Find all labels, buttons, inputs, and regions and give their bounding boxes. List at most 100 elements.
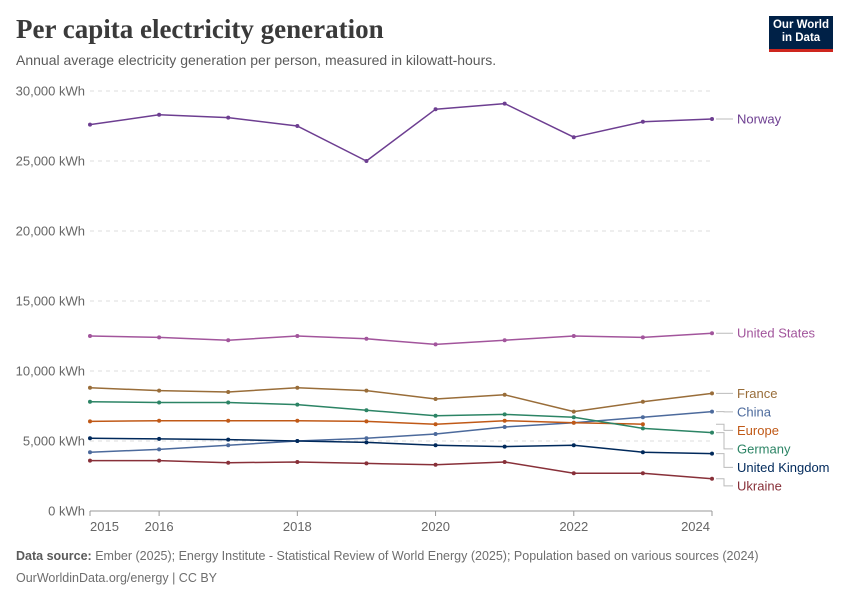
data-point: [364, 440, 369, 445]
data-point: [640, 471, 645, 476]
x-tick-label: 2015: [90, 519, 119, 534]
logo-line-1: Our World: [772, 19, 829, 31]
data-point: [640, 399, 645, 404]
label-connector: [716, 453, 733, 468]
data-point: [640, 450, 645, 455]
data-point: [433, 462, 438, 467]
data-point: [88, 436, 92, 441]
data-point: [226, 460, 231, 465]
chart-subtitle: Annual average electricity generation pe…: [16, 52, 497, 68]
data-point: [295, 334, 300, 338]
data-point: [571, 471, 576, 476]
data-point: [571, 443, 576, 448]
data-point: [640, 415, 645, 420]
data-point: [502, 460, 507, 464]
x-tick-label: 2016: [145, 519, 174, 534]
data-point: [710, 117, 714, 121]
data-point: [433, 413, 438, 418]
data-source-label: Data source:: [16, 549, 92, 563]
data-point: [226, 418, 231, 423]
data-point: [226, 400, 231, 405]
x-axis: 2015 2016 2018 2020 2022 2024: [89, 510, 713, 534]
series-labels: Norway United States France China Europe Germ…: [716, 112, 830, 493]
y-tick-label: 25,000 kWh: [16, 154, 85, 169]
series-label: Germany: [737, 441, 791, 456]
data-point: [157, 388, 162, 393]
data-point: [502, 101, 507, 106]
data-point: [640, 426, 645, 431]
data-point: [157, 458, 162, 463]
data-point: [710, 476, 714, 481]
data-point: [571, 415, 576, 420]
y-tick-label: 15,000 kWh: [16, 294, 85, 309]
series-line: [89, 410, 713, 453]
data-point: [433, 107, 438, 112]
data-point: [295, 385, 300, 390]
data-point: [502, 412, 507, 417]
data-point: [710, 391, 714, 396]
y-tick-label: 5,000 kWh: [23, 434, 85, 449]
series-line: [89, 332, 713, 346]
data-point: [295, 418, 300, 423]
data-point: [502, 444, 507, 449]
data-point: [364, 408, 369, 413]
data-point: [364, 159, 369, 163]
chart-title: Per capita electricity generation: [16, 14, 384, 44]
x-tick-label: 2018: [283, 519, 312, 534]
data-point: [364, 419, 369, 424]
label-connector: [716, 423, 733, 431]
y-tick-label: 10,000 kWh: [16, 364, 85, 379]
data-point: [88, 419, 92, 424]
series-line: [89, 102, 713, 162]
data-point: [295, 402, 300, 407]
data-point: [157, 418, 162, 423]
data-point: [226, 115, 231, 120]
data-source-note: Data source: Ember (2025); Energy Instit…: [16, 549, 759, 563]
series-label: France: [737, 386, 777, 401]
data-point: [502, 425, 507, 429]
series-label: Ukraine: [737, 478, 782, 493]
data-point: [364, 436, 369, 441]
data-point: [433, 432, 438, 436]
y-axis-tick-labels: 0 kWh 5,000 kWh 10,000 kWh 15,000 kWh 20,000…: [16, 84, 85, 519]
source-url[interactable]: OurWorldinData.org/energy | CC BY: [16, 571, 218, 585]
data-point: [157, 335, 162, 340]
series-line: [90, 459, 713, 480]
data-point: [710, 451, 714, 456]
data-point: [157, 112, 162, 117]
data-point: [226, 437, 231, 442]
data-point: [157, 400, 162, 405]
x-tick-label: 2024: [681, 519, 710, 534]
data-point: [433, 422, 438, 427]
owid-logo[interactable]: Our World in Data: [769, 16, 833, 52]
data-point: [295, 439, 300, 443]
data-point: [571, 135, 576, 140]
y-tick-label: 20,000 kWh: [16, 224, 85, 239]
series-label: China: [737, 404, 772, 419]
data-point: [88, 334, 92, 338]
data-point: [433, 443, 438, 448]
data-point: [571, 420, 576, 425]
logo-line-2: in Data: [781, 32, 821, 44]
data-point: [433, 342, 438, 347]
data-point: [226, 443, 231, 448]
label-connector: [716, 478, 733, 487]
data-point: [364, 336, 369, 341]
data-point: [710, 409, 714, 414]
data-point: [295, 460, 300, 464]
data-point: [502, 338, 507, 343]
series-lines: [88, 101, 714, 481]
data-point: [640, 119, 645, 124]
series-label: Europe: [737, 423, 779, 438]
data-point: [710, 331, 714, 336]
data-point: [157, 447, 162, 452]
data-point: [88, 122, 92, 127]
data-point: [295, 124, 300, 128]
data-point: [433, 397, 438, 401]
data-point: [502, 392, 507, 397]
data-point: [88, 385, 92, 390]
data-point: [364, 388, 369, 393]
data-point: [88, 458, 92, 463]
data-point: [571, 409, 576, 414]
